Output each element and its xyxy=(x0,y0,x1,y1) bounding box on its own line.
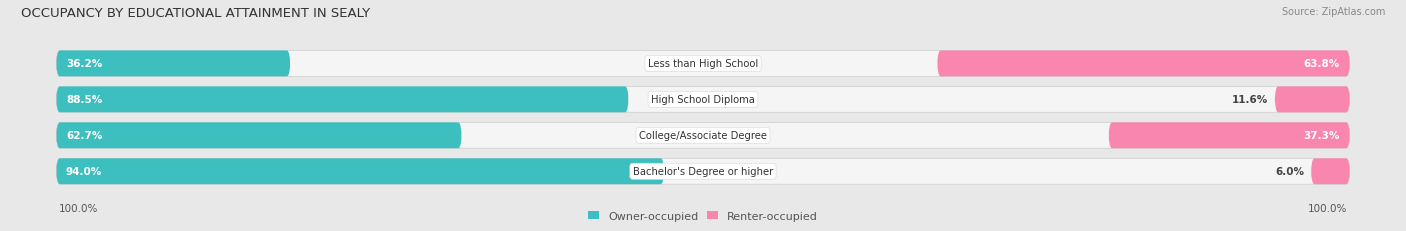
Text: OCCUPANCY BY EDUCATIONAL ATTAINMENT IN SEALY: OCCUPANCY BY EDUCATIONAL ATTAINMENT IN S… xyxy=(21,7,370,20)
FancyBboxPatch shape xyxy=(938,51,1350,77)
Text: 94.0%: 94.0% xyxy=(66,167,103,176)
FancyBboxPatch shape xyxy=(56,87,628,113)
Text: 11.6%: 11.6% xyxy=(1232,95,1268,105)
Text: 88.5%: 88.5% xyxy=(66,95,103,105)
Text: 6.0%: 6.0% xyxy=(1275,167,1305,176)
Text: Less than High School: Less than High School xyxy=(648,59,758,69)
Text: College/Associate Degree: College/Associate Degree xyxy=(638,131,768,141)
Text: High School Diploma: High School Diploma xyxy=(651,95,755,105)
FancyBboxPatch shape xyxy=(56,159,664,184)
FancyBboxPatch shape xyxy=(56,123,461,149)
Text: Source: ZipAtlas.com: Source: ZipAtlas.com xyxy=(1281,7,1385,17)
FancyBboxPatch shape xyxy=(56,51,1350,77)
Text: 100.0%: 100.0% xyxy=(1308,203,1347,213)
FancyBboxPatch shape xyxy=(56,123,1350,149)
Text: 62.7%: 62.7% xyxy=(66,131,103,141)
FancyBboxPatch shape xyxy=(56,51,291,77)
Text: 63.8%: 63.8% xyxy=(1303,59,1340,69)
FancyBboxPatch shape xyxy=(56,159,1350,184)
Text: Bachelor's Degree or higher: Bachelor's Degree or higher xyxy=(633,167,773,176)
FancyBboxPatch shape xyxy=(1275,87,1350,113)
Legend: Owner-occupied, Renter-occupied: Owner-occupied, Renter-occupied xyxy=(588,211,818,221)
Text: 36.2%: 36.2% xyxy=(66,59,103,69)
FancyBboxPatch shape xyxy=(56,87,1350,113)
Text: 37.3%: 37.3% xyxy=(1303,131,1340,141)
Text: 100.0%: 100.0% xyxy=(59,203,98,213)
FancyBboxPatch shape xyxy=(1310,159,1350,184)
FancyBboxPatch shape xyxy=(1108,123,1350,149)
